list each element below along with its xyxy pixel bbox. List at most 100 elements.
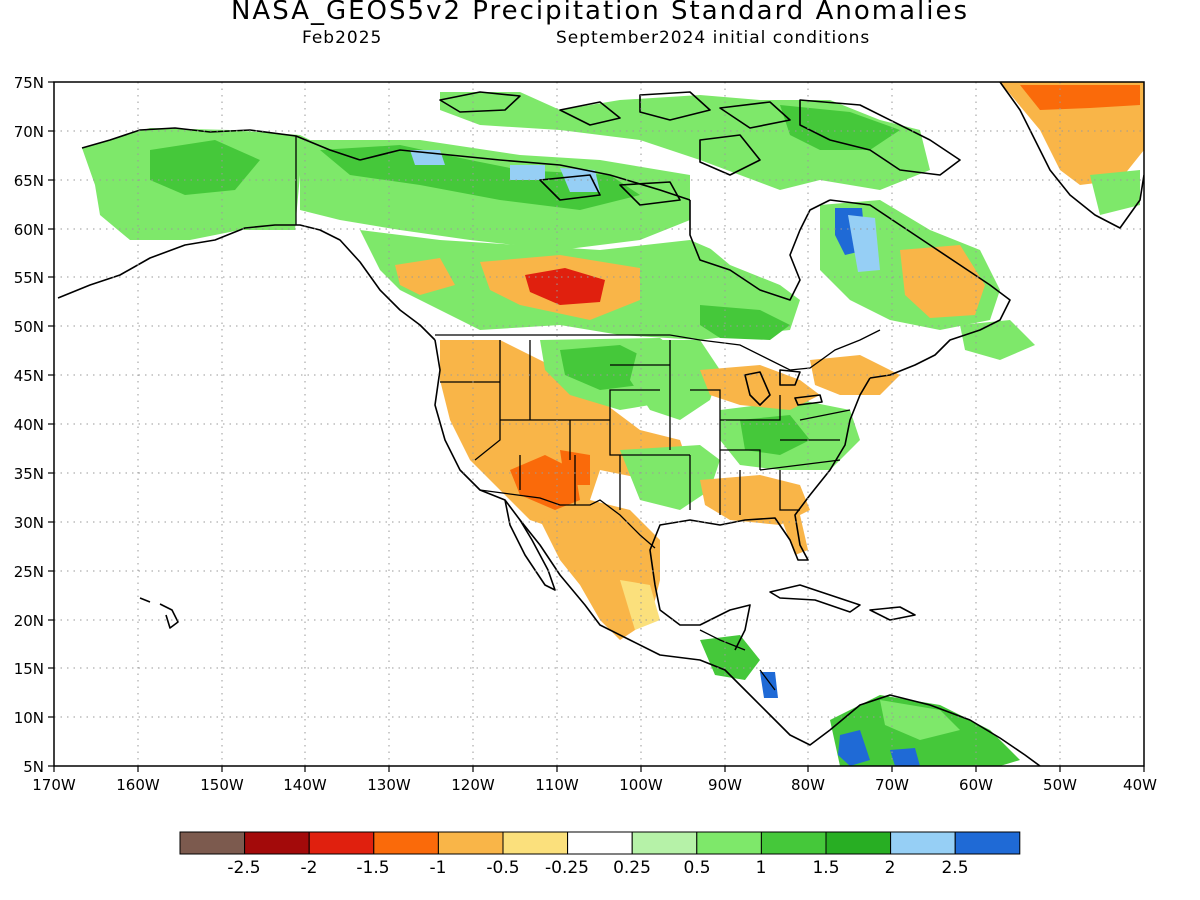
- anomaly-fills: [82, 82, 1144, 766]
- lat-label: 35N: [14, 465, 44, 483]
- region-greatlakes-orange: [700, 365, 820, 410]
- region-greenland-red: [1020, 85, 1140, 110]
- border-us-mexico: [479, 489, 656, 549]
- lat-label: 70N: [14, 123, 44, 141]
- coastline-great-lakes: [744, 369, 823, 406]
- lat-label: 25N: [14, 563, 44, 581]
- region-quebec-lightblue: [848, 215, 880, 272]
- coastline-cuba: [769, 584, 861, 613]
- colorbar-label: 0.5: [683, 858, 710, 878]
- region-south-america-blue: [838, 730, 920, 766]
- lat-label: 75N: [14, 74, 44, 92]
- colorbar-label: -1: [430, 858, 447, 878]
- lat-label: 45N: [14, 367, 44, 385]
- lon-label: 50W: [1043, 776, 1077, 794]
- lat-label: 50N: [14, 318, 44, 336]
- colorbar-swatch: [567, 831, 633, 855]
- colorbar: -2.5 -2 -1.5 -1 -0.5 -0.25 0.25 0.5 1 1.…: [179, 831, 1021, 878]
- colorbar-label: 2.5: [941, 858, 968, 878]
- colorbar-swatches: [179, 831, 1021, 855]
- region-greenland-green: [1090, 170, 1140, 215]
- colorbar-label: 2: [885, 858, 896, 878]
- region-nwt-dark: [320, 145, 640, 210]
- coastline-us-east: [649, 377, 871, 651]
- lat-label: 30N: [14, 514, 44, 532]
- colorbar-swatch: [373, 831, 439, 855]
- region-ontario-green: [700, 305, 790, 340]
- lon-label: 130W: [367, 776, 411, 794]
- lon-label: 60W: [959, 776, 993, 794]
- latitude-labels: 75N 70N 65N 60N 55N 50N 45N 40N 35N 30N …: [14, 74, 44, 776]
- coastline-labrador: [829, 199, 1011, 379]
- region-florida-orange: [780, 515, 808, 555]
- border-us-states: [440, 340, 851, 515]
- region-dakota-dark: [560, 345, 650, 390]
- lon-label: 90W: [708, 776, 742, 794]
- colorbar-swatch: [179, 831, 246, 855]
- colorbar-label: 0.25: [613, 858, 651, 878]
- lon-label: 110W: [535, 776, 579, 794]
- colorbar-swatch: [760, 831, 827, 855]
- coastline-greenland: [999, 82, 1144, 229]
- coastline-arctic: [359, 149, 691, 201]
- region-mexico-light: [620, 580, 660, 630]
- coastline-us-west: [434, 339, 831, 746]
- colorbar-swatch: [825, 831, 892, 855]
- lon-label: 170W: [32, 776, 76, 794]
- lon-label: 160W: [116, 776, 160, 794]
- border-us-canada: [435, 329, 881, 371]
- axis-ticks: [48, 81, 1145, 772]
- lat-label: 40N: [14, 416, 44, 434]
- region-alaska-dark: [150, 140, 260, 195]
- region-greenland-orange: [1000, 82, 1144, 185]
- lon-label: 70W: [875, 776, 909, 794]
- region-central-america-green: [700, 635, 760, 680]
- coastline-alaska: [57, 127, 436, 341]
- lat-label: 5N: [23, 758, 44, 776]
- colorbar-label: 1.5: [812, 858, 839, 878]
- colorbar-label: -0.25: [545, 858, 589, 878]
- colorbar-swatch: [502, 831, 569, 855]
- colorbar-label: -0.5: [486, 858, 519, 878]
- colorbar-labels: -2.5 -2 -1.5 -1 -0.5 -0.25 0.25 0.5 1 1.…: [227, 858, 968, 878]
- lat-label: 15N: [14, 660, 44, 678]
- lat-label: 20N: [14, 612, 44, 630]
- region-saskatchewan-red: [525, 268, 605, 305]
- lat-label: 60N: [14, 221, 44, 239]
- region-uswest-orange: [440, 340, 690, 530]
- lon-label: 120W: [451, 776, 495, 794]
- lon-label: 40W: [1123, 776, 1157, 794]
- colorbar-swatch: [437, 831, 504, 855]
- colorbar-swatch: [631, 831, 698, 855]
- region-labrador-orange: [900, 245, 985, 318]
- region-nwt-light: [410, 150, 600, 192]
- lat-label: 55N: [14, 269, 44, 287]
- colorbar-label: -2.5: [227, 858, 260, 878]
- colorbar-swatch: [244, 831, 310, 855]
- lat-label: 65N: [14, 172, 44, 190]
- region-ohio-dark: [740, 415, 810, 455]
- lon-label: 140W: [283, 776, 327, 794]
- coastline-islands: [439, 91, 961, 206]
- lon-label: 80W: [791, 776, 825, 794]
- region-midwest-green: [630, 340, 720, 420]
- coastline-baja: [504, 499, 556, 591]
- forecast-month: Feb2025: [302, 28, 383, 48]
- colorbar-swatch: [308, 831, 375, 855]
- coastline-south-america: [829, 694, 1041, 766]
- colorbar-label: -1.5: [356, 858, 389, 878]
- colorbar-label: 1: [756, 858, 767, 878]
- border-central-america: [699, 629, 776, 691]
- coastline-hawaii: [139, 597, 179, 629]
- region-south-america-light: [880, 700, 960, 740]
- lon-label: 100W: [619, 776, 663, 794]
- map-plot-area: [57, 82, 1144, 766]
- coastline-hispaniola: [869, 606, 916, 621]
- colorbar-swatch: [954, 831, 1021, 855]
- region-arctic-dark: [780, 105, 900, 150]
- coastline-hudson-bay: [689, 199, 831, 301]
- colorbar-label: -2: [301, 858, 318, 878]
- region-southeast-orange: [700, 475, 810, 525]
- colorbar-swatch: [696, 831, 762, 855]
